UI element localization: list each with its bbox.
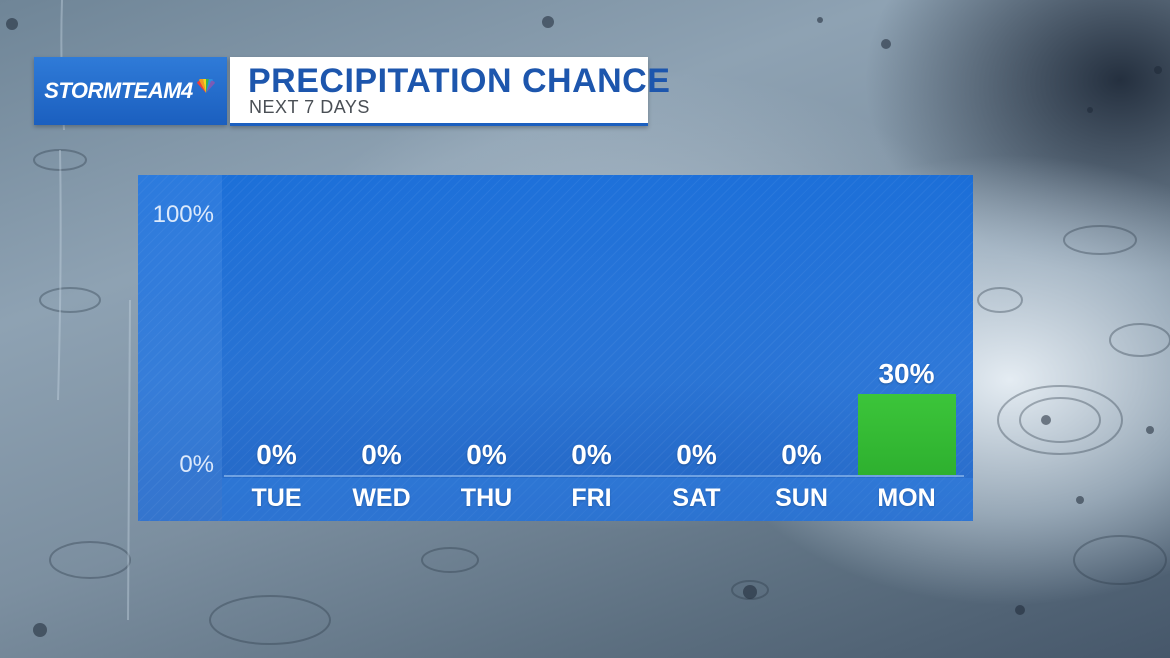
baseline [224,475,964,477]
day-label-mon: MON [877,484,936,512]
day-label-wed: WED [352,484,411,512]
title-box: PRECIPITATION CHANCE NEXT 7 DAYS [230,57,670,126]
panel-texture [138,175,973,521]
y-tick-label: 0% [179,451,214,478]
chart-title: PRECIPITATION CHANCE [248,62,671,100]
day-label-tue: TUE [251,484,302,512]
y-axis-column [138,175,222,521]
x-axis-band [222,478,973,521]
value-label-tue: 0% [256,439,297,470]
nbc-peacock-icon [196,79,215,93]
value-label-sun: 0% [781,439,822,470]
value-label-thu: 0% [466,439,507,470]
storm-team-4-logo: STORMTEAM4 [34,57,227,125]
day-label-sat: SAT [672,484,721,512]
day-label-fri: FRI [571,484,612,512]
y-tick-label: 100% [152,201,214,228]
brand-name: STORMTEAM4 [44,78,193,103]
value-label-wed: 0% [361,439,402,470]
chart-subtitle: NEXT 7 DAYS [249,97,370,117]
value-label-fri: 0% [571,439,612,470]
value-label-mon: 30% [878,358,935,389]
day-label-sun: SUN [775,484,828,512]
value-label-sat: 0% [676,439,717,470]
day-label-thu: THU [460,484,513,512]
chart-panel: 100% 0% 0% TUE 0% WED 0% THU 0% FRI 0% SAT 0% SUN 30% M… [138,175,973,521]
bar-mon [857,394,956,475]
